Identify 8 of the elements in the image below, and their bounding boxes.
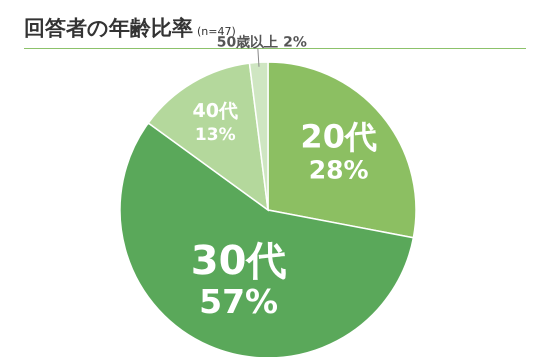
slice-label: 30代	[190, 238, 286, 284]
data-label: 28%	[308, 156, 369, 185]
data-label: 57%	[199, 282, 278, 321]
slice-label: 40代	[192, 100, 238, 122]
slice-label: 20代	[300, 118, 377, 156]
chart-title: 回答者の年齢比率	[24, 16, 193, 40]
data-label: 13%	[194, 124, 236, 145]
chart-subtitle: (n=47)	[197, 25, 236, 38]
